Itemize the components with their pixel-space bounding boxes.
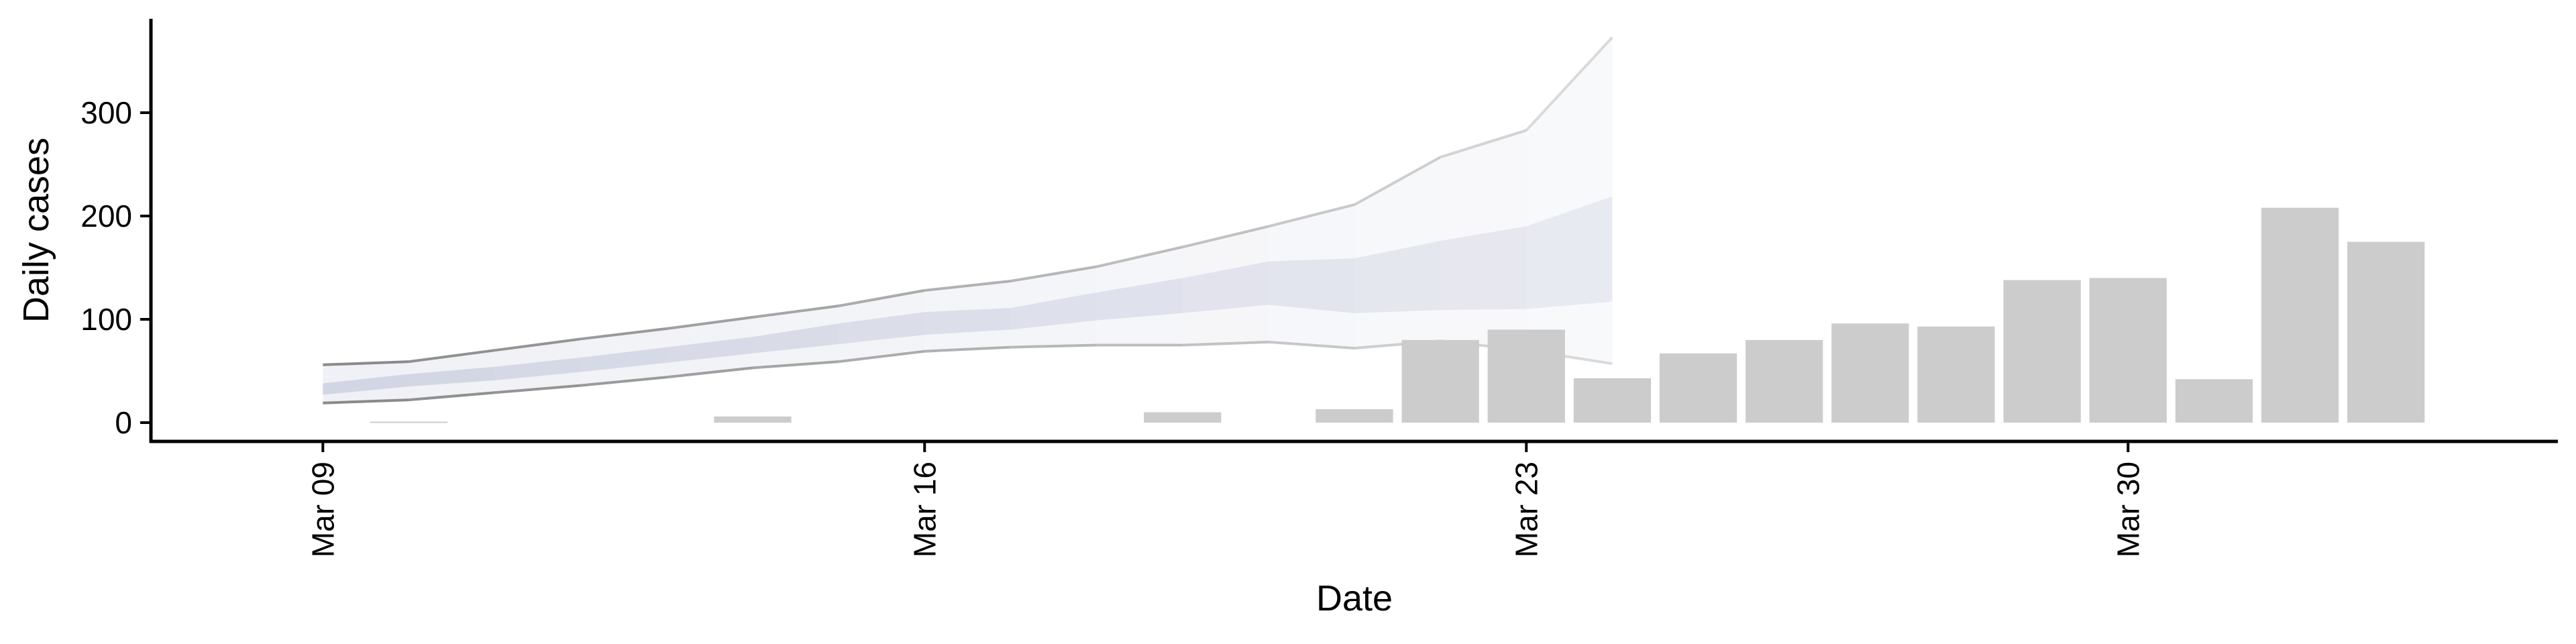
bar — [2347, 241, 2425, 423]
bar — [1316, 409, 1393, 423]
ribbon-upper-bound-segment — [580, 327, 667, 341]
ribbon-50pct-segment — [1096, 278, 1183, 321]
ribbon-50pct-segment — [924, 308, 1011, 335]
ribbon-upper-bound-segment — [1096, 246, 1183, 268]
y-axis-title: Daily cases — [16, 138, 56, 323]
ribbon-upper-bound-segment — [1010, 265, 1097, 282]
ribbon-90pct-segment — [580, 328, 667, 386]
ribbon-90pct-segment — [1010, 266, 1097, 347]
ribbon-90pct-segment — [753, 306, 839, 368]
bar — [1917, 326, 1995, 423]
y-tick-label: 0 — [115, 405, 132, 440]
ribbon-50pct-segment — [1268, 258, 1354, 313]
bar — [1401, 339, 1479, 423]
x-tick-label: Mar 16 — [907, 462, 942, 557]
bar — [2175, 379, 2253, 423]
ribbon-upper-bound-segment — [1525, 36, 1613, 131]
x-axis-title: Date — [1316, 578, 1393, 619]
bar — [714, 416, 792, 423]
ribbon-90pct-segment — [1182, 226, 1269, 345]
bar — [2089, 278, 2167, 423]
y-tick-label: 100 — [80, 302, 132, 337]
bar — [1573, 378, 1652, 423]
bar — [1831, 323, 1909, 423]
ribbon-upper-bound-segment — [666, 315, 753, 330]
ribbon-upper-bound-segment — [1354, 156, 1442, 206]
ribbon-90pct-segment — [839, 290, 925, 362]
bar — [1487, 329, 1565, 423]
ribbon-upper-bound-segment — [409, 349, 495, 364]
bar — [1144, 412, 1222, 423]
ribbon-90pct-segment — [1526, 37, 1613, 364]
ribbon-upper-bound-segment — [838, 288, 925, 307]
ribbon-50pct-segment — [494, 358, 581, 380]
ribbon-50pct-segment — [1526, 196, 1613, 309]
ribbon-lower-bound-segment — [838, 350, 925, 364]
ribbon-lower-bound-segment — [409, 391, 495, 402]
ribbon-upper-bound-segment — [494, 337, 581, 352]
ribbon-lower-bound-segment — [666, 366, 753, 379]
y-tick-label: 300 — [80, 95, 132, 130]
axis-layer: 0 100 200 300 Mar 09 Mar 16 Mar 23 Mar 30 — [80, 19, 2558, 557]
ribbon-90pct-segment — [1096, 247, 1183, 345]
ribbon-90pct-segment — [1354, 157, 1441, 349]
ribbon-lower-bound-segment — [323, 398, 409, 405]
ribbon-lower-bound-segment — [494, 384, 581, 394]
ribbon-upper-bound-segment — [752, 305, 839, 319]
ribbon-50pct-segment — [1182, 261, 1269, 313]
bar — [2261, 207, 2339, 423]
ribbon-50pct-segment — [580, 347, 667, 372]
ribbon-90pct-segment — [1440, 130, 1527, 351]
ribbon-50pct-segment — [323, 374, 409, 395]
ribbon-lower-bound-segment — [1182, 340, 1269, 347]
ribbon-50pct-segment — [1010, 292, 1097, 330]
ribbon-layer — [323, 36, 1613, 405]
ribbon-upper-bound-segment — [323, 360, 409, 366]
x-tick-label: Mar 09 — [305, 462, 340, 557]
bar — [1746, 339, 1823, 423]
ribbon-50pct-segment — [753, 323, 839, 354]
ribbon-lower-bound-segment — [924, 345, 1011, 353]
ribbon-50pct-segment — [409, 366, 495, 387]
bar — [1659, 353, 1737, 423]
ribbon-lower-bound-segment — [1010, 343, 1097, 349]
ribbon-90pct-segment — [924, 281, 1011, 352]
ribbon-50pct-segment — [839, 312, 925, 344]
ribbon-50pct-segment — [1440, 226, 1527, 311]
x-tick-label: Mar 30 — [2110, 462, 2145, 557]
ribbon-upper-bound-segment — [924, 280, 1011, 292]
ribbon-upper-bound-segment — [1440, 129, 1527, 159]
bar — [370, 421, 448, 423]
bar-layer — [370, 207, 2425, 423]
ribbon-upper-bound-segment — [1182, 225, 1269, 249]
x-tick-label: Mar 23 — [1509, 462, 1544, 557]
y-tick-label: 200 — [80, 199, 132, 233]
ribbon-lower-bound-segment — [1268, 340, 1355, 350]
ribbon-50pct-segment — [1354, 241, 1441, 313]
bar — [2003, 280, 2081, 423]
ribbon-upper-bound-segment — [1268, 203, 1355, 228]
ribbon-90pct-segment — [666, 317, 753, 378]
ribbon-lower-bound-segment — [580, 376, 667, 387]
ribbon-lower-bound-segment — [752, 360, 839, 370]
ribbon-50pct-segment — [666, 337, 753, 363]
ribbon-90pct-segment — [1268, 205, 1354, 349]
